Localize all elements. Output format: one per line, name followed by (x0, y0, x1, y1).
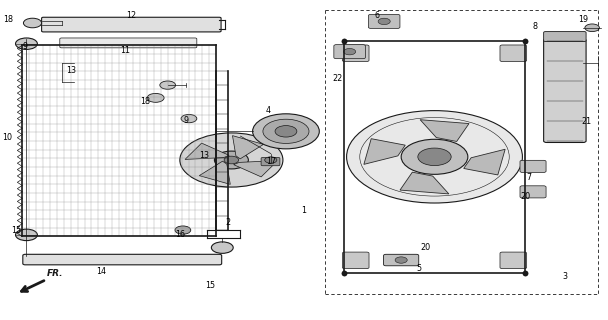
Circle shape (395, 257, 407, 263)
Circle shape (212, 242, 233, 253)
Text: 3: 3 (562, 272, 567, 281)
Text: 15: 15 (11, 226, 21, 235)
FancyBboxPatch shape (368, 14, 400, 28)
Circle shape (252, 114, 319, 149)
Polygon shape (199, 161, 230, 184)
FancyBboxPatch shape (41, 17, 221, 32)
Text: 9: 9 (184, 116, 188, 125)
Text: 19: 19 (578, 15, 588, 24)
Text: 6: 6 (375, 11, 379, 20)
Text: 20: 20 (520, 192, 531, 201)
Circle shape (181, 115, 197, 123)
Text: 15: 15 (205, 281, 215, 290)
Text: 16: 16 (175, 230, 185, 239)
Circle shape (378, 18, 390, 25)
Circle shape (224, 156, 239, 164)
Text: 20: 20 (420, 243, 430, 252)
Circle shape (16, 38, 37, 50)
Text: 17: 17 (266, 157, 276, 166)
Polygon shape (420, 120, 469, 141)
Text: 21: 21 (581, 117, 591, 126)
Text: 18: 18 (140, 97, 150, 106)
FancyBboxPatch shape (334, 45, 365, 59)
Circle shape (160, 81, 176, 89)
FancyBboxPatch shape (544, 32, 586, 42)
Text: 12: 12 (126, 11, 136, 20)
Text: 5: 5 (416, 264, 422, 273)
Text: 1: 1 (302, 206, 306, 215)
Polygon shape (233, 161, 278, 177)
Text: 7: 7 (526, 173, 531, 182)
FancyBboxPatch shape (544, 39, 586, 142)
Polygon shape (400, 172, 449, 194)
Text: 10: 10 (2, 133, 12, 142)
Polygon shape (464, 149, 505, 175)
Circle shape (264, 157, 277, 163)
Circle shape (24, 18, 41, 28)
FancyBboxPatch shape (500, 45, 527, 61)
Circle shape (344, 49, 356, 55)
Text: 8: 8 (532, 22, 537, 31)
Text: 18: 18 (3, 15, 13, 24)
FancyBboxPatch shape (384, 254, 419, 266)
FancyBboxPatch shape (342, 252, 369, 269)
FancyBboxPatch shape (342, 45, 369, 61)
Polygon shape (232, 136, 263, 159)
Text: 13: 13 (66, 66, 76, 75)
FancyBboxPatch shape (23, 254, 222, 265)
FancyBboxPatch shape (60, 38, 197, 48)
Text: 14: 14 (96, 267, 106, 276)
Text: 22: 22 (333, 74, 343, 83)
Text: 9: 9 (22, 42, 28, 52)
Circle shape (147, 93, 164, 102)
Text: 4: 4 (265, 106, 271, 115)
Circle shape (215, 151, 248, 169)
FancyBboxPatch shape (520, 186, 546, 198)
Polygon shape (185, 143, 229, 159)
FancyBboxPatch shape (520, 160, 546, 172)
Text: FR.: FR. (46, 269, 63, 278)
Polygon shape (364, 139, 406, 164)
FancyBboxPatch shape (500, 252, 527, 269)
Text: 2: 2 (226, 218, 231, 227)
Circle shape (175, 226, 191, 234)
Text: 11: 11 (120, 45, 130, 55)
Circle shape (16, 229, 37, 241)
Circle shape (180, 133, 283, 187)
Circle shape (275, 125, 297, 137)
Text: 13: 13 (199, 151, 209, 160)
Circle shape (418, 148, 451, 165)
Circle shape (263, 119, 309, 143)
Circle shape (347, 111, 522, 203)
Circle shape (401, 139, 468, 174)
FancyBboxPatch shape (261, 157, 280, 166)
Circle shape (585, 24, 599, 32)
